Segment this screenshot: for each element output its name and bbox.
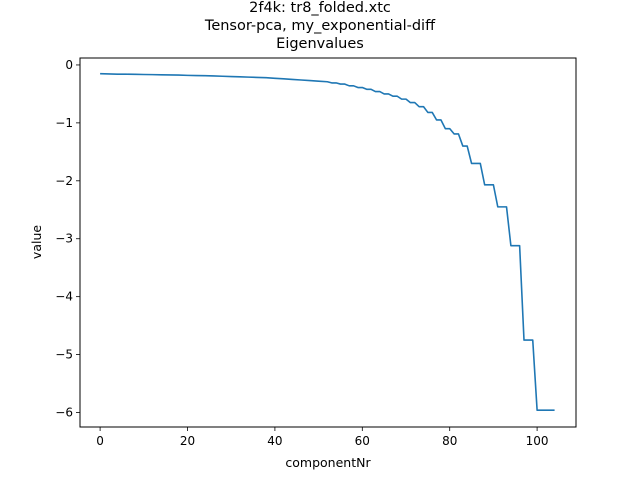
series-line-0 xyxy=(100,72,555,412)
x-tick-label: 100 xyxy=(526,434,549,448)
y-tick-label: −6 xyxy=(55,406,73,420)
x-tick-label: 60 xyxy=(355,434,370,448)
x-tick-label: 40 xyxy=(267,434,282,448)
y-tick-label: −5 xyxy=(55,348,73,362)
y-tick-label: −1 xyxy=(55,116,73,130)
series-lines xyxy=(100,72,555,412)
title-line-2: Tensor-pca, my_exponential-diff xyxy=(204,18,436,34)
x-tick-label: 80 xyxy=(442,434,457,448)
y-tick-label: −2 xyxy=(55,174,73,188)
x-axis-label: componentNr xyxy=(285,455,371,470)
x-tick-label: 20 xyxy=(180,434,195,448)
axis-ticks: 0 20 40 60 80 100 0 −1 −2 −3 −4 −5 −6 xyxy=(55,58,548,448)
x-tick-label: 0 xyxy=(96,434,104,448)
y-tick-label: −3 xyxy=(55,232,73,246)
chart-title: 2f4k: tr8_folded.xtc Tensor-pca, my_expo… xyxy=(204,0,436,52)
y-tick-label: −4 xyxy=(55,290,73,304)
title-line-1: 2f4k: tr8_folded.xtc xyxy=(249,0,391,16)
y-tick-label: 0 xyxy=(65,58,73,72)
plot-frame xyxy=(79,57,577,428)
y-axis-label: value xyxy=(29,225,44,259)
title-line-3: Eigenvalues xyxy=(276,36,364,52)
